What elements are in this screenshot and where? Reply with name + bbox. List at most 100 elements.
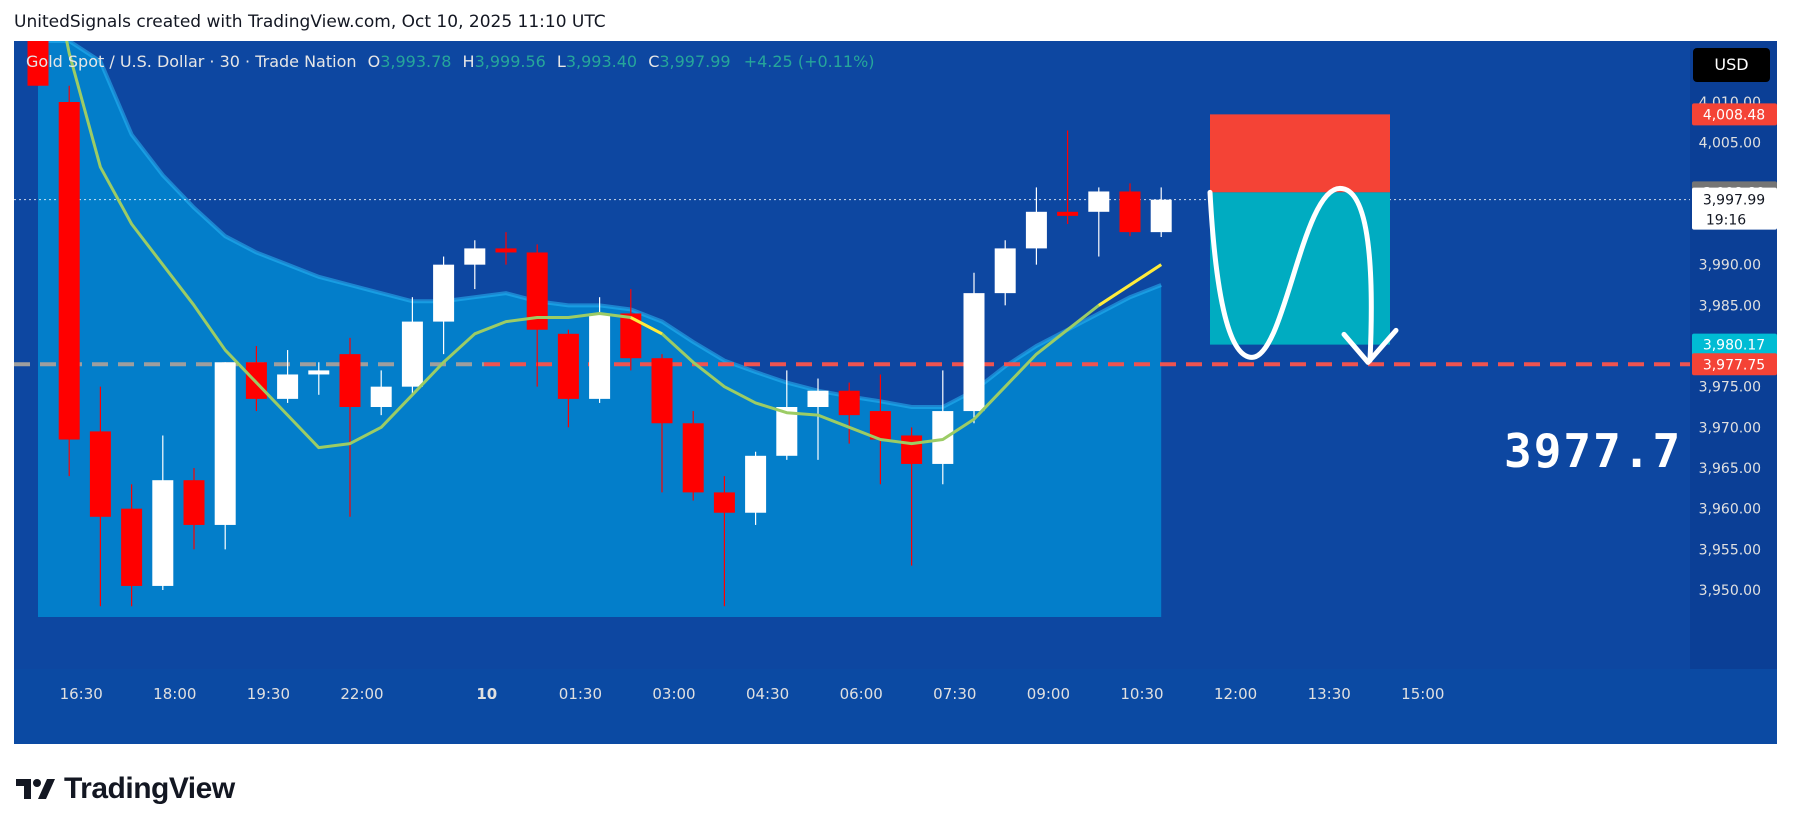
x-tick-label: 06:00 <box>840 685 883 703</box>
y-tick-label: 3,975.00 <box>1699 380 1761 396</box>
x-tick-label: 07:30 <box>933 685 976 703</box>
x-tick-label: 09:00 <box>1027 685 1070 703</box>
candle-body <box>526 252 548 330</box>
candle-body <box>183 480 205 525</box>
candle-body <box>339 354 361 407</box>
open-value: 3,993.78 <box>380 52 452 71</box>
last-price-bg <box>1692 187 1777 230</box>
chart-pane[interactable]: 4,010.00 4,005.00 3,990.00 3,985.00 3,975.00… <box>14 41 1777 744</box>
tradingview-brand[interactable]: TradingView <box>16 772 235 806</box>
y-tick-label: 3,990.00 <box>1699 258 1761 274</box>
time-axis: 16:30 18:00 19:30 22:00 10 01:30 03:00 04:30 06:… <box>60 685 1445 703</box>
drawing-tools <box>1207 185 1399 365</box>
dashed-level-label-bg <box>1692 353 1777 376</box>
y-tick-label: 3,985.00 <box>1699 298 1761 314</box>
candle-body <box>277 374 299 399</box>
y-tick-label: 3,960.00 <box>1699 502 1761 518</box>
candle-body <box>214 362 236 525</box>
candle-body <box>401 321 423 387</box>
candle-body <box>682 423 704 493</box>
x-tick-label: 10:30 <box>1120 685 1163 703</box>
candle-body <box>838 390 860 416</box>
candle-body <box>370 386 392 407</box>
attribution-header: UnitedSignals created with TradingView.c… <box>14 12 606 32</box>
x-tick-label: 16:30 <box>60 685 103 703</box>
candle-body <box>1150 199 1172 233</box>
y-tick-label: 4,005.00 <box>1699 136 1761 152</box>
position-zones <box>1210 114 1390 345</box>
candle-body <box>308 370 330 375</box>
ma-line-highlight <box>1097 263 1163 307</box>
stop-price-label-bg <box>1692 103 1777 126</box>
candle-body <box>807 390 829 407</box>
candle-body <box>745 455 767 513</box>
candle-body <box>27 41 49 86</box>
last-price-label: 3,997.99 <box>1703 193 1765 209</box>
x-tick-label: 22:00 <box>340 685 383 703</box>
low-value: 3,993.40 <box>565 52 638 71</box>
y-tick-label: 3,965.00 <box>1699 461 1761 477</box>
candle-body <box>901 435 923 464</box>
candle-body <box>963 293 985 412</box>
candle-body <box>464 248 486 265</box>
candle-body <box>776 407 798 456</box>
price-axis-labels: 4,008.483,998.893,997.9919:163,980.173,9… <box>1692 103 1777 376</box>
ma-line-highlight <box>630 316 663 336</box>
x-tick-label: 13:30 <box>1308 685 1351 703</box>
stop-loss-zone <box>1210 114 1390 193</box>
y-tick-label: 3,955.00 <box>1699 542 1761 558</box>
currency-button[interactable]: USD <box>1693 48 1770 82</box>
candle-body <box>932 411 954 464</box>
candle-body <box>713 492 735 513</box>
brand-name: TradingView <box>64 772 235 805</box>
candle-body <box>495 248 517 253</box>
x-tick-label: 01:30 <box>559 685 602 703</box>
candles <box>27 41 1172 607</box>
dashed-level-label: 3,977.75 <box>1703 357 1765 373</box>
candle-body <box>1088 191 1110 212</box>
high-label: H <box>462 52 475 71</box>
candle-body <box>1057 211 1079 216</box>
candle-body <box>869 411 891 440</box>
candle-body <box>589 313 611 399</box>
projection-curve <box>1207 185 1374 363</box>
candle-body <box>651 358 673 424</box>
x-tick-label: 15:00 <box>1401 685 1444 703</box>
close-label: C <box>648 52 660 71</box>
close-value: 3,997.99 <box>659 52 731 71</box>
candle-body <box>58 102 80 440</box>
candle-body <box>89 431 111 517</box>
candle-body <box>1025 211 1047 249</box>
candle-body <box>152 480 174 586</box>
y-tick-label: 3,970.00 <box>1699 420 1761 436</box>
projection-arrowhead <box>1341 327 1399 365</box>
high-value: 3,999.56 <box>474 52 546 71</box>
change-value: +4.25 (+0.11%) <box>743 52 875 71</box>
x-tick-label: 12:00 <box>1214 685 1257 703</box>
low-label: L <box>556 52 566 71</box>
target-price-label: 3,980.17 <box>1703 338 1765 354</box>
target-price-annotation: 3977.7 <box>1504 424 1683 478</box>
target-price-label-bg <box>1692 333 1777 356</box>
symbol-legend[interactable]: Gold Spot / U.S. Dollar · 30 · Trade Nat… <box>26 52 875 71</box>
x-tick-label: 19:30 <box>247 685 290 703</box>
tradingview-logo-icon <box>16 779 55 799</box>
x-tick-label: 03:00 <box>652 685 695 703</box>
x-tick-label: 18:00 <box>153 685 196 703</box>
candle-body <box>620 313 642 359</box>
candle-body <box>121 508 143 586</box>
countdown-label: 19:16 <box>1706 213 1746 229</box>
time-axis-background <box>14 669 1777 744</box>
take-profit-zone <box>1210 192 1390 345</box>
stop-price-label: 4,008.48 <box>1703 107 1765 123</box>
y-tick-label: 3,950.00 <box>1699 583 1761 599</box>
moving-average <box>65 41 1163 450</box>
candle-body <box>1119 191 1141 233</box>
price-axis: 4,010.004,005.003,990.003,985.003,975.00… <box>1699 95 1761 599</box>
open-label: O <box>367 52 381 71</box>
candle-body <box>433 264 455 322</box>
ma-line <box>65 41 1163 450</box>
price-chart[interactable]: 4,010.004,005.003,990.003,985.003,975.00… <box>14 41 1777 744</box>
symbol-title[interactable]: Gold Spot / U.S. Dollar · 30 · Trade Nat… <box>26 52 357 71</box>
candle-body <box>994 248 1016 294</box>
